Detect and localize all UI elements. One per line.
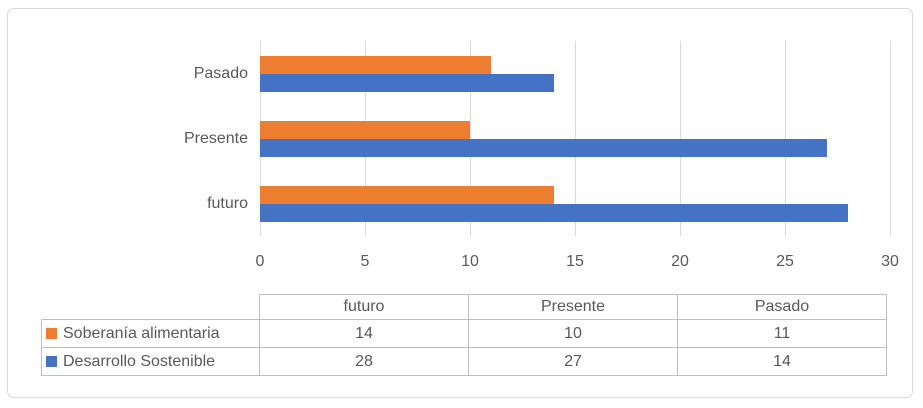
series-name-label: Soberanía alimentaria [63,324,220,342]
series-color-swatch-icon [46,355,57,367]
table-row-desarrollo-sostenible: Desarrollo Sostenible 28 27 14 [41,347,887,376]
table-value-soberania-alimentaria-futuro: 14 [259,319,469,348]
bar-desarrollo-sostenible-futuro [260,203,848,222]
category-label-presente: Presente [183,129,248,147]
table-header-row: futuro Presente Pasado [42,294,887,320]
x-tick-label-20: 20 [671,253,689,270]
series-name-label: Desarrollo Sostenible [63,352,216,370]
category-label-futuro: futuro [207,194,248,212]
bar-desarrollo-sostenible-pasado [260,73,554,92]
table-value-soberania-alimentaria-presente: 10 [468,319,678,348]
bar-soberania-alimentaria-pasado [260,55,491,74]
table-header-pasado: Pasado [677,294,887,320]
table-header-futuro: futuro [259,294,469,320]
legend-cell-soberania-alimentaria: Soberanía alimentaria [41,319,260,348]
x-tick-label-10: 10 [461,253,479,270]
legend-cell-desarrollo-sostenible: Desarrollo Sostenible [41,347,260,376]
bar-soberania-alimentaria-futuro [260,185,554,204]
x-tick-label-15: 15 [566,253,584,270]
table-value-desarrollo-sostenible-presente: 27 [468,347,678,376]
table-row-soberania-alimentaria: Soberanía alimentaria 14 10 11 [41,319,887,348]
x-tick-label-25: 25 [776,253,794,270]
table-value-soberania-alimentaria-pasado: 11 [677,319,887,348]
data-table: futuro Presente Pasado Soberanía alimentari… [41,294,887,376]
bar-soberania-alimentaria-presente [260,120,470,139]
table-header-presente: Presente [468,294,678,320]
table-blank-corner-cell [42,295,260,320]
bar-desarrollo-sostenible-presente [260,138,827,157]
table-value-desarrollo-sostenible-pasado: 14 [677,347,887,376]
x-tick-label-30: 30 [881,253,899,270]
chart-frame: Pasado Presente futuro 0 5 10 15 20 25 30 futuro… [7,8,913,398]
series-color-swatch-icon [46,327,57,339]
x-tick-label-0: 0 [255,253,265,270]
table-value-desarrollo-sostenible-futuro: 28 [259,347,469,376]
plot-area [260,41,891,236]
gridline-x-30 [890,41,891,236]
x-tick-label-5: 5 [360,253,370,270]
category-label-pasado: Pasado [193,64,248,82]
